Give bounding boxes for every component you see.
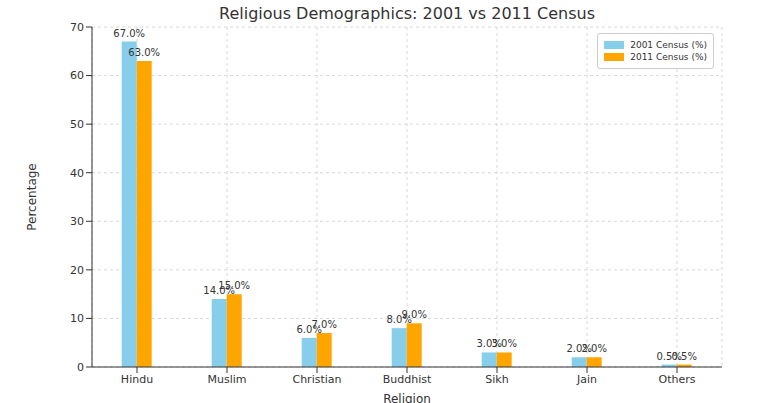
html-text:2001 Census (%): 2001 Census (%) — [630, 40, 707, 50]
svg-text:7.0%: 7.0% — [311, 319, 336, 330]
html-text:2011 Census (%): 2011 Census (%) — [630, 52, 707, 62]
svg-text:9.0%: 9.0% — [401, 309, 426, 320]
svg-text:10: 10 — [70, 312, 84, 325]
svg-text:0.5%: 0.5% — [671, 351, 696, 362]
svg-text:0: 0 — [77, 361, 84, 374]
svg-text:3.0%: 3.0% — [491, 338, 516, 349]
svg-text:Christian: Christian — [292, 373, 341, 386]
svg-text:20: 20 — [70, 264, 84, 277]
svg-text:8.0%: 8.0% — [386, 314, 412, 326]
svg-text:67.0%: 67.0% — [113, 28, 145, 39]
svg-text:3.0%: 3.0% — [476, 338, 502, 350]
svg-text:6.0%: 6.0% — [296, 323, 322, 335]
svg-text:15.0%: 15.0% — [218, 280, 250, 291]
svg-text:Buddhist: Buddhist — [383, 373, 432, 386]
svg-text:0.5%: 0.5% — [656, 350, 682, 362]
svg-text:2.0%: 2.0% — [566, 343, 592, 355]
svg-text:Sikh: Sikh — [485, 373, 508, 386]
svg-text:Jain: Jain — [576, 373, 597, 386]
svg-text:50: 50 — [70, 118, 84, 131]
svg-text:Religion: Religion — [383, 392, 431, 403]
svg-text:Others: Others — [659, 373, 696, 386]
svg-text:Hindu: Hindu — [121, 373, 153, 386]
svg-text:70: 70 — [70, 21, 84, 34]
html-text:Religious Demographics: 2001 v: Religious Demographics: 2001 vs 2011 Cen… — [219, 4, 595, 23]
svg-text:Percentage: Percentage — [25, 163, 39, 231]
svg-text:30: 30 — [70, 215, 84, 228]
svg-text:60: 60 — [70, 69, 84, 82]
svg-text:63.0%: 63.0% — [128, 47, 160, 58]
svg-text:2.0%: 2.0% — [581, 343, 606, 354]
svg-text:Muslim: Muslim — [207, 373, 246, 386]
svg-text:40: 40 — [70, 167, 84, 180]
